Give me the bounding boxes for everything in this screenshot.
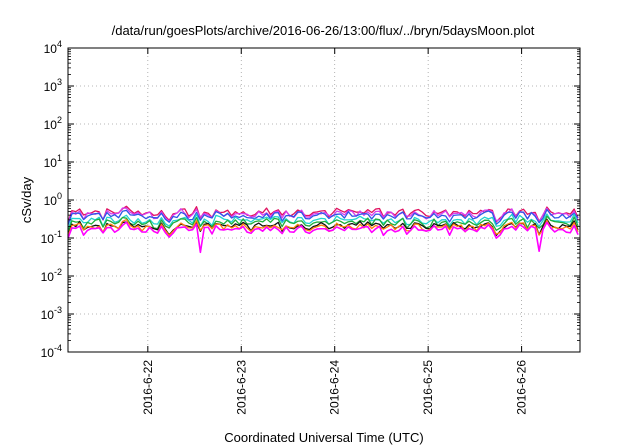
y-tick-label: 10-4 [41, 343, 62, 360]
x-tick-label: 2016-6-26 [515, 360, 529, 415]
tick-layer: 10-4 10-3 10-2 10-1 100 101 102 103 104 2016-6-22… [41, 39, 580, 415]
x-tick-label: 2016-6-25 [421, 360, 435, 415]
series-line [67, 213, 579, 230]
x-tick-label: 2016-6-24 [328, 360, 342, 415]
y-tick-label: 10-2 [41, 267, 62, 284]
series-line [67, 209, 579, 226]
y-tick-label: 10-1 [41, 229, 62, 246]
x-tick-label: 2016-6-22 [141, 360, 155, 415]
y-axis-label: cSv/day [19, 176, 34, 223]
y-tick-label: 10-3 [41, 305, 62, 322]
x-tick-label: 2016-6-23 [234, 360, 248, 415]
y-tick-label: 104 [44, 39, 62, 56]
x-axis-label: Coordinated Universal Time (UTC) [224, 430, 423, 445]
series-line [67, 221, 579, 254]
chart-title: /data/run/goesPlots/archive/2016-06-26/1… [112, 23, 535, 38]
y-tick-label: 101 [44, 153, 62, 170]
y-tick-label: 100 [44, 191, 62, 208]
y-tick-label: 102 [44, 115, 62, 132]
grid-layer [68, 48, 580, 352]
series-layer [67, 205, 579, 254]
y-tick-label: 103 [44, 77, 62, 94]
series-line [67, 215, 579, 232]
